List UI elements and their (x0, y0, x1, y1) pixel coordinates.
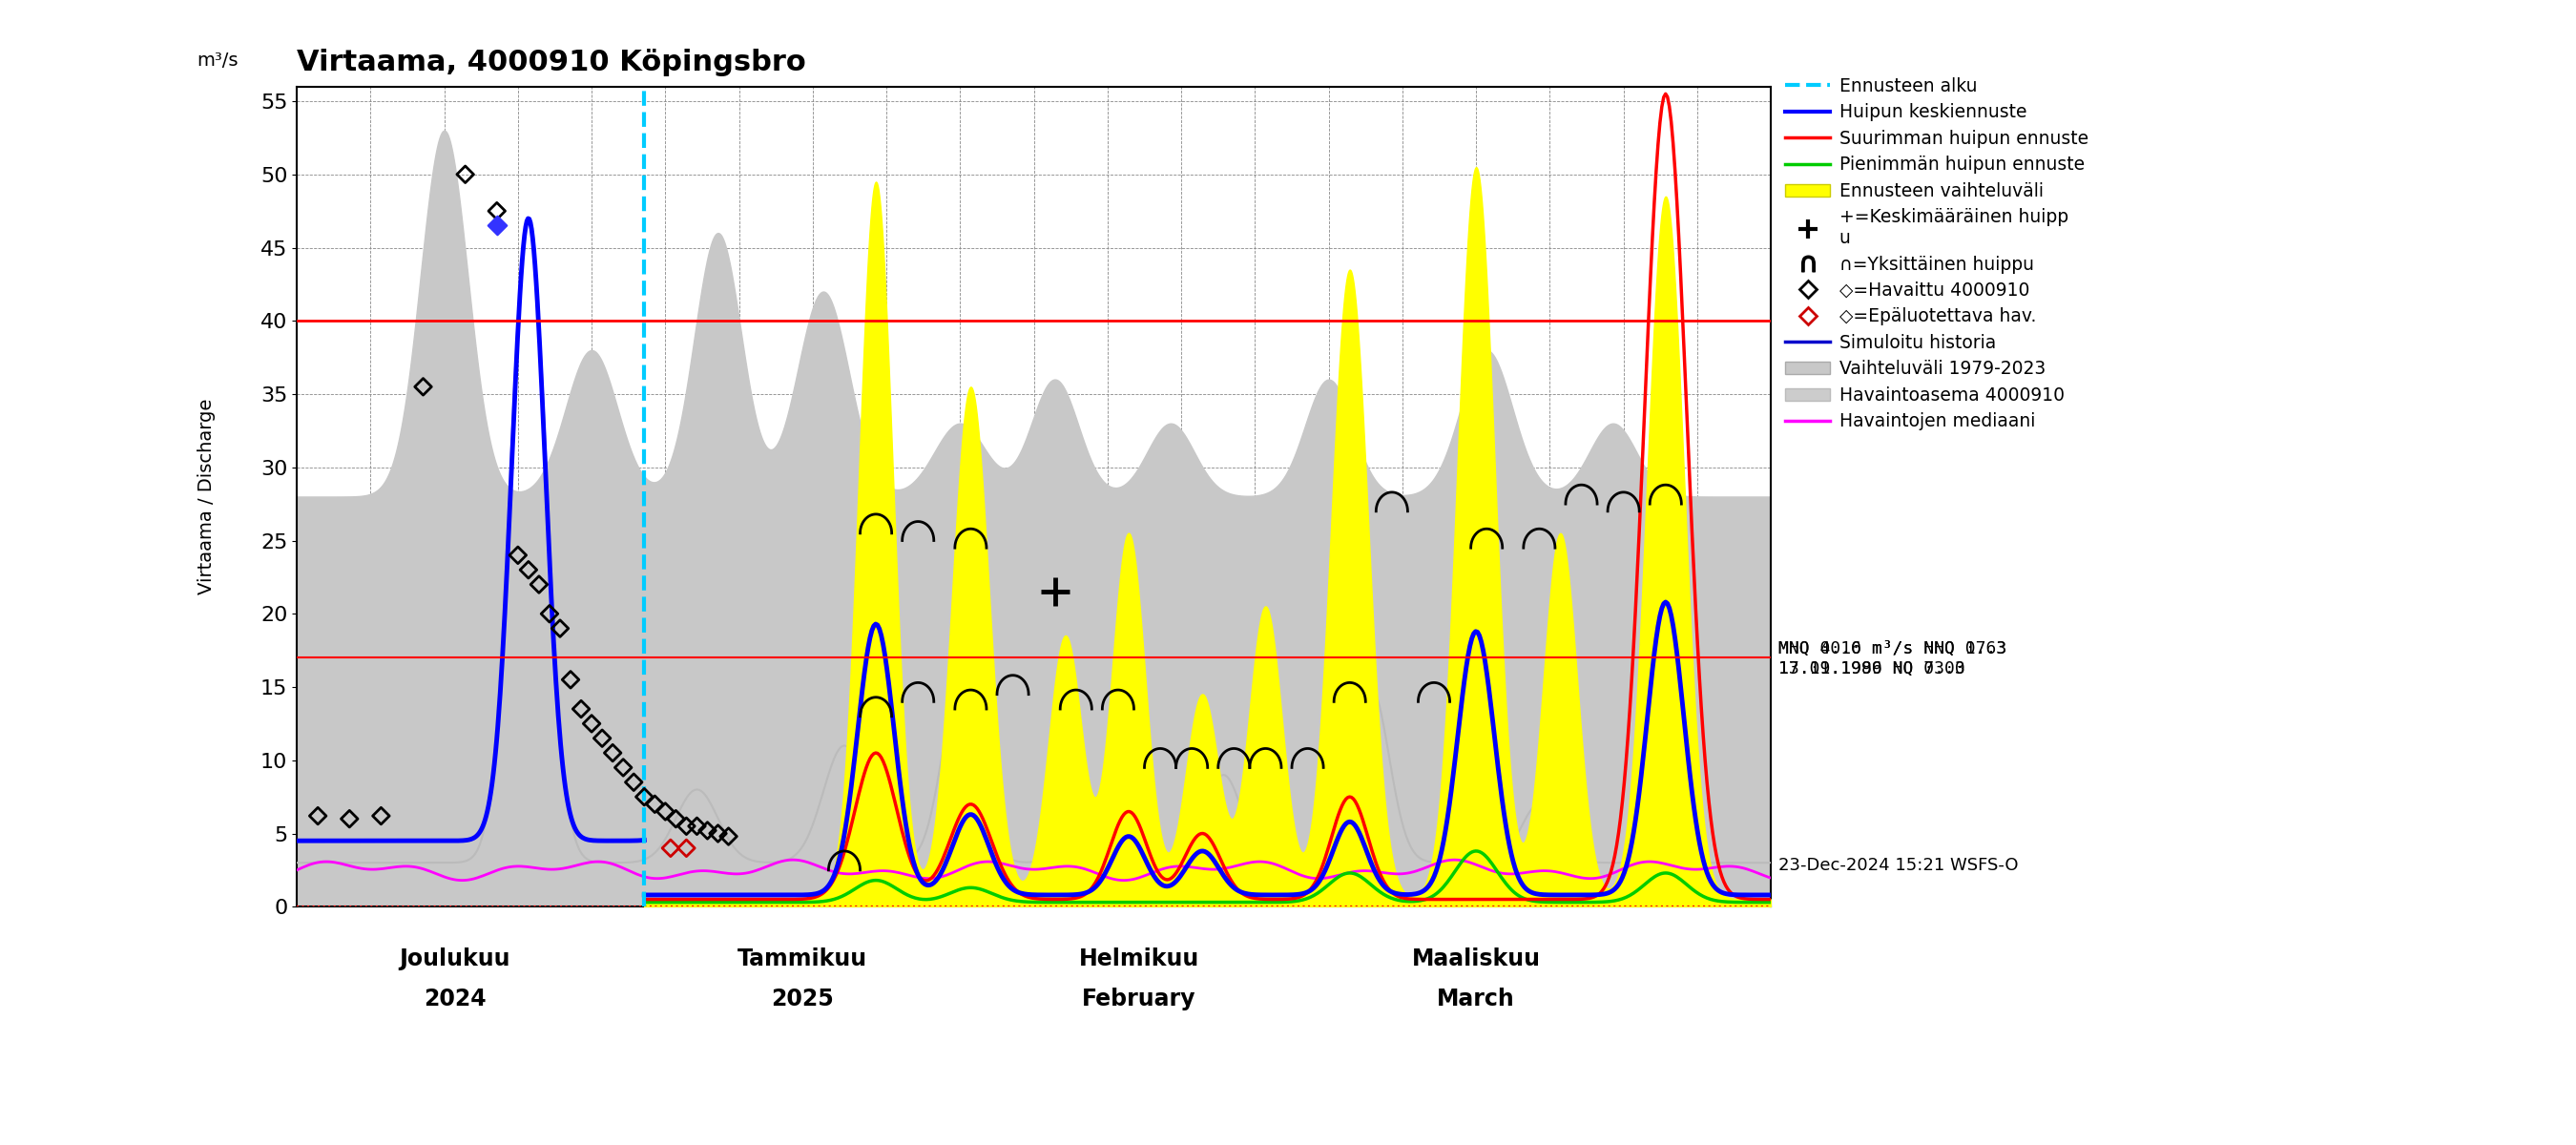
Point (562, 700, 603, 718)
Text: 2025: 2025 (770, 987, 835, 1010)
Point (634, 795, 675, 813)
Text: Joulukuu: Joulukuu (399, 948, 510, 971)
Point (708, 827, 750, 845)
Point (654, 810, 696, 828)
Text: MNQ 0.16 m³/s HNQ 0.63
17.09.1999 NQ 0.03: MNQ 0.16 m³/s HNQ 0.63 17.09.1999 NQ 0.0… (1777, 581, 2007, 677)
Text: March: March (1437, 987, 1515, 1010)
Point (296, 807, 337, 826)
Point (592, 744, 634, 763)
Point (572, 714, 613, 733)
Text: Helmikuu: Helmikuu (1079, 948, 1200, 971)
Text: Virtaama / Discharge: Virtaama / Discharge (198, 398, 216, 594)
Text: February: February (1082, 987, 1195, 1010)
Point (649, 839, 690, 858)
Text: 23-Dec-2024 15:21 WSFS-O: 23-Dec-2024 15:21 WSFS-O (1777, 856, 2017, 874)
Point (497, 546, 538, 564)
Text: m³/s: m³/s (196, 52, 237, 70)
Point (402, 378, 443, 396)
Point (446, 165, 487, 183)
Point (665, 818, 706, 836)
Point (613, 773, 654, 791)
Point (603, 758, 644, 776)
Text: Maaliskuu: Maaliskuu (1412, 948, 1540, 971)
Point (644, 803, 685, 821)
Point (677, 818, 719, 836)
Text: MHQ 40.0 m³/s NHQ 17.3
13.11.1986 HQ 73.0: MHQ 40.0 m³/s NHQ 17.3 13.11.1986 HQ 73.… (1777, 640, 2007, 677)
Point (477, 216, 518, 235)
Point (477, 202, 518, 220)
Text: Virtaama, 4000910 Köpingsbro: Virtaama, 4000910 Köpingsbro (296, 48, 806, 77)
Point (549, 671, 590, 689)
Point (528, 605, 569, 623)
Point (538, 619, 580, 638)
Legend: Ennusteen alku, Huipun keskiennuste, Suurimman huipun ennuste, Pienimmän huipun : Ennusteen alku, Huipun keskiennuste, Suu… (1777, 70, 2094, 437)
Point (698, 824, 739, 843)
Point (518, 575, 559, 593)
Point (665, 839, 706, 858)
Text: 2024: 2024 (422, 987, 487, 1010)
Text: Tammikuu: Tammikuu (737, 948, 868, 971)
Point (582, 729, 623, 748)
Point (507, 561, 549, 579)
Point (623, 788, 665, 806)
Point (688, 821, 729, 839)
Point (330, 810, 371, 828)
Point (361, 807, 402, 826)
